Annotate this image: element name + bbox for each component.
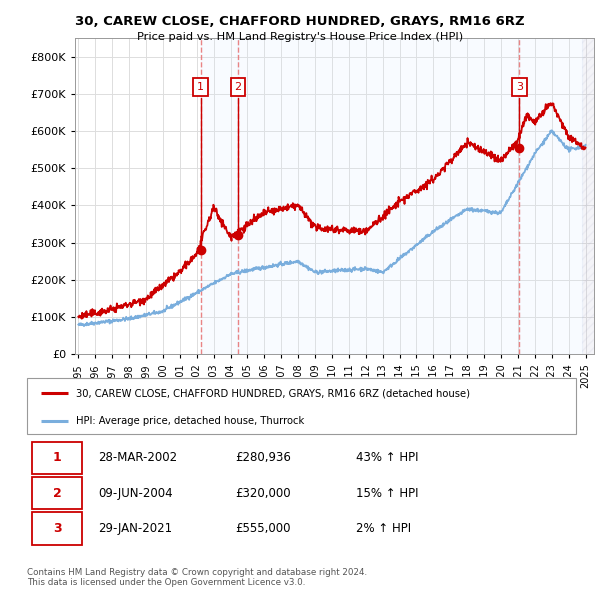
Text: 3: 3 [516,82,523,92]
Text: 1: 1 [197,82,204,92]
Bar [238,38,519,354]
Text: 15% ↑ HPI: 15% ↑ HPI [356,487,419,500]
Text: 28-MAR-2002: 28-MAR-2002 [98,451,178,464]
Text: £280,936: £280,936 [236,451,292,464]
Text: 3: 3 [53,522,62,535]
Text: Contains HM Land Registry data © Crown copyright and database right 2024.
This d: Contains HM Land Registry data © Crown c… [27,568,367,587]
Text: HPI: Average price, detached house, Thurrock: HPI: Average price, detached house, Thur… [76,416,305,426]
FancyBboxPatch shape [32,441,82,474]
FancyBboxPatch shape [27,378,576,434]
Text: 43% ↑ HPI: 43% ↑ HPI [356,451,419,464]
Text: Price paid vs. HM Land Registry's House Price Index (HPI): Price paid vs. HM Land Registry's House … [137,32,463,42]
Text: 2% ↑ HPI: 2% ↑ HPI [356,522,412,535]
Bar [582,38,594,354]
Text: 1: 1 [53,451,62,464]
Text: 30, CAREW CLOSE, CHAFFORD HUNDRED, GRAYS, RM16 6RZ (detached house): 30, CAREW CLOSE, CHAFFORD HUNDRED, GRAYS… [76,388,470,398]
Text: 09-JUN-2004: 09-JUN-2004 [98,487,173,500]
Bar [519,38,582,354]
Text: 29-JAN-2021: 29-JAN-2021 [98,522,172,535]
FancyBboxPatch shape [32,477,82,509]
Text: 30, CAREW CLOSE, CHAFFORD HUNDRED, GRAYS, RM16 6RZ: 30, CAREW CLOSE, CHAFFORD HUNDRED, GRAYS… [75,15,525,28]
Bar [200,38,238,354]
FancyBboxPatch shape [32,513,82,545]
Text: £555,000: £555,000 [236,522,291,535]
Text: £320,000: £320,000 [236,487,291,500]
Text: 2: 2 [53,487,62,500]
Text: 2: 2 [235,82,242,92]
